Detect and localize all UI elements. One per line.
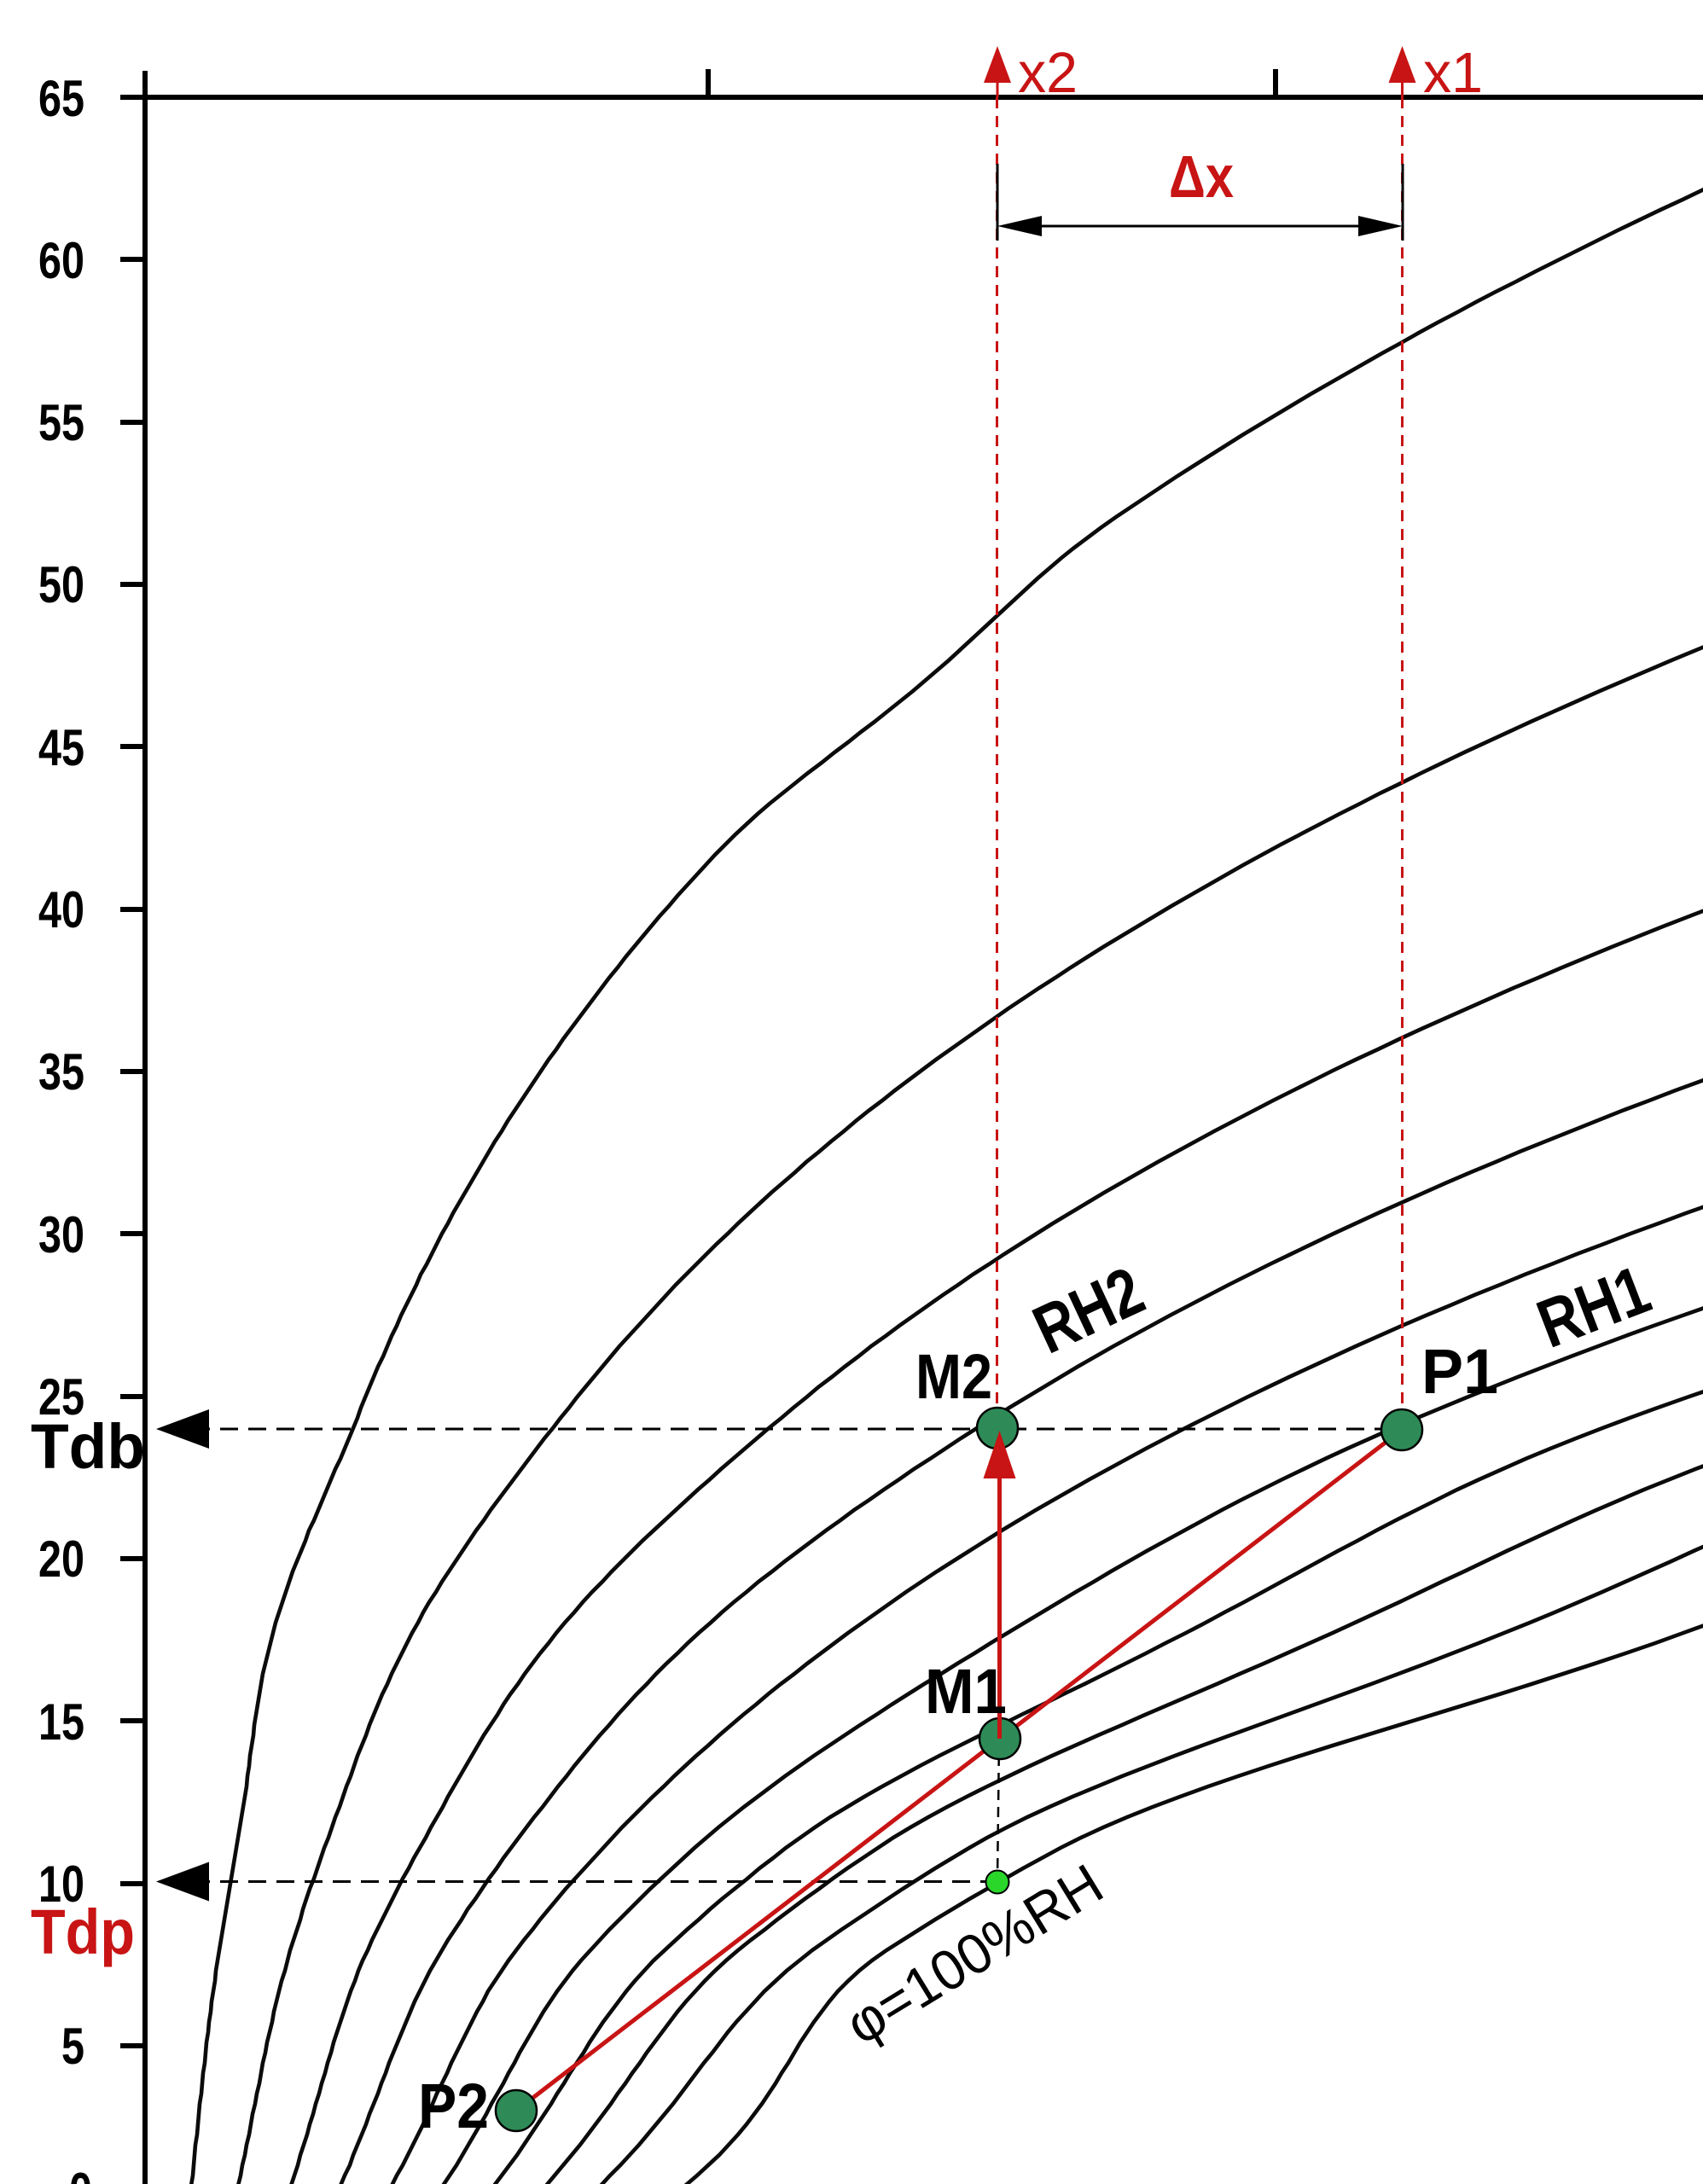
svg-text:25: 25 <box>38 1368 84 1426</box>
svg-text:20: 20 <box>38 1531 84 1588</box>
svg-text:45: 45 <box>38 719 84 776</box>
svg-text:x1: x1 <box>1423 41 1483 105</box>
svg-text:Tdp: Tdp <box>31 1896 135 1967</box>
svg-text:M2: M2 <box>915 1341 992 1412</box>
svg-text:50: 50 <box>38 556 84 613</box>
svg-text:P2: P2 <box>418 2071 489 2141</box>
svg-text:5: 5 <box>61 2018 84 2075</box>
svg-text:40: 40 <box>38 881 84 938</box>
svg-text:Tdb: Tdb <box>31 1411 145 1482</box>
svg-text:M1: M1 <box>925 1656 1007 1727</box>
svg-text:P1: P1 <box>1421 1336 1498 1407</box>
svg-text:30: 30 <box>38 1206 84 1263</box>
svg-text:Δx: Δx <box>1169 143 1234 210</box>
svg-text:35: 35 <box>38 1043 84 1101</box>
svg-text:x2: x2 <box>1018 41 1078 105</box>
svg-text:65: 65 <box>38 70 84 127</box>
svg-text:55: 55 <box>38 394 84 451</box>
svg-text:10: 10 <box>38 1856 84 1913</box>
svg-text:0: 0 <box>69 2163 92 2184</box>
svg-text:15: 15 <box>38 1693 84 1751</box>
svg-text:60: 60 <box>38 232 84 289</box>
